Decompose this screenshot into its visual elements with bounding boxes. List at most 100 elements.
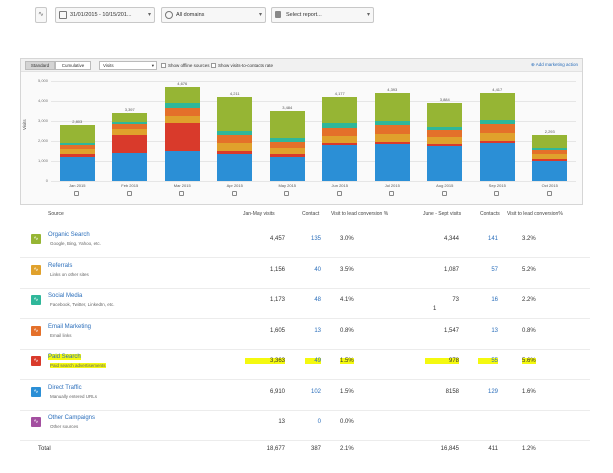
calendar-icon[interactable] — [179, 191, 185, 196]
source-description: Manually entered URLs — [50, 393, 98, 399]
calendar-icon[interactable] — [441, 191, 447, 196]
visits-rate-checkbox[interactable]: Show visits-to-contacts rate — [211, 62, 273, 69]
source-name-link[interactable]: Direct Traffic — [48, 384, 82, 391]
bar-segment — [374, 144, 410, 181]
x-tick-label: Jun 2015 — [331, 183, 348, 188]
visits-rate-label: Show visits-to-contacts rate — [218, 63, 274, 68]
calendar-icon[interactable] — [336, 191, 342, 196]
table-row: ∿ Email Marketing Email links 1,605 13 0.8% 1,… — [20, 320, 590, 350]
source-name-link[interactable]: Referrals — [48, 262, 73, 269]
chevron-down-icon: ▾ — [147, 12, 151, 18]
bar-aug-2015[interactable] — [427, 81, 463, 181]
chart-plot: 5,000 4,000 3,000 2,000 1,000 0 2,803 Jan 2015 3… — [21, 59, 582, 204]
add-marketing-action-link[interactable]: ⊕ Add marketing action — [531, 62, 578, 68]
jm-contact-link[interactable]: 102 — [310, 388, 321, 395]
bar-jul-2015[interactable] — [374, 81, 410, 181]
calendar-icon — [59, 11, 67, 19]
bar-segment — [479, 143, 515, 181]
jm-visits: 1,173 — [269, 297, 285, 303]
js-contacts-link[interactable]: 55 — [478, 358, 498, 364]
gridline — [51, 181, 576, 182]
chart-type-button[interactable]: ∿ — [35, 7, 47, 23]
calendar-icon[interactable] — [546, 191, 552, 196]
bar-segment — [322, 123, 358, 128]
jm-contact-link[interactable]: 135 — [310, 236, 321, 242]
jm-rate: 1.5% — [340, 358, 354, 364]
offline-sources-checkbox[interactable]: Show offline sources — [161, 62, 209, 69]
bar-segment — [427, 137, 463, 144]
source-icon: ∿ — [31, 325, 41, 336]
bar-jan-2015[interactable] — [59, 81, 95, 181]
jm-rate: 0.8% — [340, 327, 354, 334]
calendar-icon[interactable] — [126, 191, 132, 196]
col-header-jm-contact: Contact — [302, 211, 320, 217]
jm-contact-link[interactable]: 13 — [314, 327, 321, 334]
source-name-link[interactable]: Organic Search — [48, 232, 90, 238]
calendar-icon[interactable] — [231, 191, 237, 196]
jm-rate: 1.5% — [340, 388, 354, 395]
jm-rate: 4.1% — [340, 297, 354, 303]
source-name-link[interactable]: Social Media — [48, 293, 83, 299]
js-contacts-link[interactable]: 13 — [491, 327, 498, 334]
jm-contact-link[interactable]: 0 — [317, 419, 321, 425]
bar-apr-2015[interactable] — [217, 81, 253, 181]
jm-contact-link[interactable]: 48 — [314, 297, 321, 303]
bar-segment — [532, 154, 568, 159]
x-tick-label: Mar 2015 — [173, 183, 191, 188]
bar-sep-2015[interactable] — [479, 81, 515, 181]
js-rate: 2.2% — [522, 297, 536, 303]
bar-segment — [112, 129, 148, 135]
bar-may-2015[interactable] — [269, 81, 305, 181]
bar-segment — [217, 135, 253, 143]
gridline — [51, 101, 576, 102]
js-contacts-link[interactable]: 129 — [487, 388, 498, 395]
bar-oct-2015[interactable] — [532, 81, 568, 181]
date-range-select[interactable]: 31/01/2015 - 10/15/201... ▾ — [55, 7, 155, 23]
jm-visits: 3,363 — [245, 358, 285, 364]
js-rate: 5.6% — [522, 358, 536, 364]
bar-segment — [59, 145, 95, 149]
report-select[interactable]: Select report... ▾ — [271, 7, 374, 23]
bar-segment — [112, 113, 148, 122]
js-contacts-link[interactable]: 16 — [491, 297, 498, 303]
globe-icon — [165, 11, 173, 19]
chevron-down-icon: ▾ — [258, 12, 262, 18]
bar-segment — [269, 138, 305, 142]
jm-rate: 3.5% — [340, 266, 354, 273]
bar-feb-2015[interactable] — [112, 81, 148, 181]
bar-segment — [164, 108, 200, 116]
source-name-link[interactable]: Email Marketing — [48, 323, 92, 330]
bar-segment — [59, 143, 95, 146]
calendar-icon[interactable] — [494, 191, 500, 196]
col-header-js-contacts: Contacts — [480, 211, 500, 217]
tab-cumulative[interactable]: Cumulative — [55, 61, 91, 70]
chart-panel: Standard Cumulative Visits ▾ Show offlin… — [20, 58, 583, 205]
bar-jun-2015[interactable] — [322, 81, 358, 181]
source-description: Google, Bing, Yahoo, etc. — [50, 241, 101, 246]
x-tick-label: Feb 2015 — [121, 183, 139, 188]
bar-mar-2015[interactable] — [164, 81, 200, 181]
bar-segment — [164, 87, 200, 103]
source-name-link[interactable]: Other Campaigns — [48, 415, 96, 421]
bar-total-label: 2,803 — [72, 118, 83, 124]
js-visits-extra: 1 — [433, 306, 437, 312]
bar-segment — [112, 121, 148, 124]
js-contacts-link[interactable]: 141 — [487, 236, 498, 242]
jm-contact-link[interactable]: 40 — [314, 266, 321, 273]
bar-segment — [427, 146, 463, 181]
total-jm-rate: 2.1% — [340, 446, 354, 452]
chart-header: Standard Cumulative Visits ▾ Show offlin… — [21, 59, 582, 72]
source-name-link[interactable]: Paid Search — [48, 354, 81, 360]
jm-contact-link[interactable]: 49 — [305, 358, 321, 364]
total-row: Total 18,677 387 2.1% 16,845 411 1.2% — [20, 438, 590, 468]
calendar-icon[interactable] — [74, 191, 80, 196]
tab-standard[interactable]: Standard — [25, 61, 55, 70]
bar-segment — [217, 96, 253, 131]
metric-select[interactable]: Visits ▾ — [99, 61, 157, 70]
domain-select[interactable]: All domains ▾ — [161, 7, 266, 23]
js-contacts-link[interactable]: 57 — [491, 266, 498, 273]
calendar-icon[interactable] — [389, 191, 395, 196]
total-label: Total — [38, 446, 51, 452]
bar-total-label: 4,211 — [229, 90, 240, 96]
calendar-icon[interactable] — [284, 191, 290, 196]
